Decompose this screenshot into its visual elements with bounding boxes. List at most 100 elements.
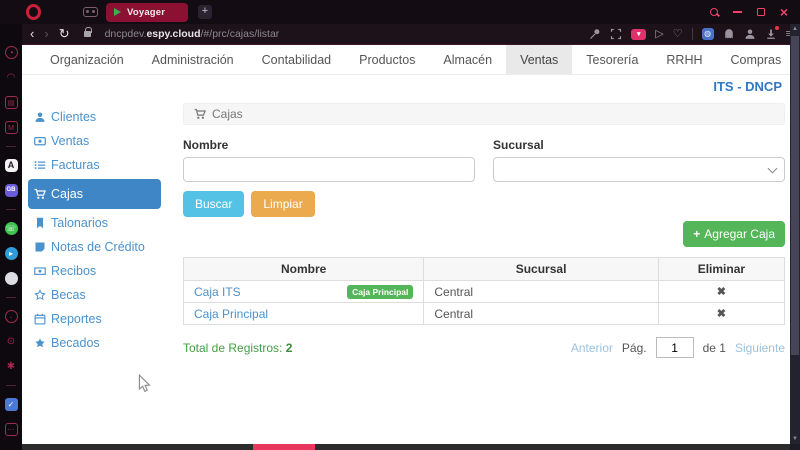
profile-icon[interactable] (744, 28, 756, 40)
minimize-button[interactable] (732, 11, 742, 13)
sidebar-item-label: Cajas (51, 187, 83, 201)
nav-item-productos[interactable]: Productos (359, 52, 416, 67)
aria-ai-icon[interactable]: A (4, 159, 18, 172)
forward-button[interactable]: › (44, 26, 49, 41)
lock-icon[interactable] (83, 27, 92, 37)
bottom-bar-left (0, 444, 22, 450)
discord-icon[interactable] (4, 272, 18, 285)
sidebar-item-cajas[interactable]: Cajas (28, 179, 161, 209)
divider (6, 146, 16, 147)
tab-title: Voyager (127, 6, 166, 18)
scroll-up-icon[interactable]: ▲ (792, 26, 798, 32)
scrollbar-thumb[interactable] (791, 36, 799, 356)
ghost-extension-icon[interactable] (723, 28, 735, 40)
anterior-link[interactable]: Anterior (570, 340, 613, 355)
scroll-down-icon[interactable]: ▼ (792, 436, 798, 442)
divider (6, 209, 16, 210)
nav-item-organizacion[interactable]: Organización (50, 52, 124, 67)
nav-item-administracion[interactable]: Administración (151, 52, 234, 67)
player-badge-icon[interactable]: ▾ (631, 28, 647, 40)
cart-icon (194, 108, 206, 120)
history-clock-icon[interactable]: · (4, 310, 18, 323)
wallet-icon[interactable]: ▤ (4, 96, 18, 109)
send-icon[interactable]: ▷ (655, 28, 664, 40)
card-icon (34, 135, 46, 147)
bell-icon[interactable]: ◠ (6, 72, 16, 83)
sidebar-item-label: Becados (51, 336, 100, 350)
url-subdomain: dncpdev. (104, 28, 147, 40)
divider (6, 385, 16, 386)
whatsapp-icon[interactable]: ☏ (4, 222, 18, 235)
sucursal-select[interactable] (493, 157, 785, 182)
caja-link[interactable]: Caja ITS (194, 284, 241, 299)
opera-logo-icon[interactable] (26, 4, 41, 20)
sidebar-item-becados[interactable]: Becados (28, 331, 161, 355)
extension-icon[interactable]: ◍ (701, 28, 714, 40)
pag-label: Pág. (621, 340, 647, 355)
snapshot-icon[interactable] (610, 28, 622, 40)
breadcrumb: Cajas (183, 103, 785, 125)
pin-icon[interactable] (589, 28, 601, 40)
nav-item-rrhh[interactable]: RRHH (666, 52, 703, 67)
sidebar-item-ventas[interactable]: Ventas (28, 129, 161, 153)
page-number-input[interactable] (655, 337, 694, 358)
agregar-caja-label: Agregar Caja (704, 227, 775, 241)
caja-link[interactable]: Caja Principal (194, 306, 269, 321)
nav-item-compras[interactable]: Compras (730, 52, 782, 67)
url-text[interactable]: dncpdev.espy.cloud/#/prc/cajas/listar (105, 28, 280, 40)
browser-tab[interactable]: Voyager (106, 2, 188, 22)
nav-item-contabilidad[interactable]: Contabilidad (261, 52, 332, 67)
table-row: Caja Principal Central ✖ (182, 302, 786, 325)
siguiente-link[interactable]: Siguiente (734, 340, 785, 355)
nombre-input[interactable] (183, 157, 475, 182)
reload-button[interactable]: ↻ (58, 26, 70, 41)
caja-principal-badge: Caja Principal (347, 284, 414, 299)
agregar-caja-button[interactable]: + Agregar Caja (683, 221, 785, 247)
gx-corner-icon[interactable] (83, 7, 98, 17)
nombre-label: Nombre (183, 138, 229, 152)
workspace-icon[interactable]: M (4, 121, 18, 134)
bookmark-heart-icon[interactable]: ♡ (672, 28, 683, 40)
sidebar-item-facturas[interactable]: Facturas (28, 153, 161, 177)
sucursal-cell: Central (423, 302, 659, 325)
sidebar-item-label: Facturas (51, 158, 100, 172)
address-bar-icons: ▾ ▷ ♡ ◍ ≡ (589, 26, 800, 40)
delete-icon[interactable]: ✖ (657, 280, 786, 303)
sidebar-item-clientes[interactable]: Clientes (28, 105, 161, 129)
restore-button[interactable] (756, 8, 765, 16)
sidebar-item-talonarios[interactable]: Talonarios (28, 211, 161, 235)
filter-actions: Buscar Limpiar (183, 191, 785, 217)
org-label: ITS - DNCP (713, 78, 782, 94)
list-icon (34, 159, 46, 171)
sidebar-item-reportes[interactable]: Reportes (28, 307, 161, 331)
gx-store-icon[interactable]: ⋯ (4, 423, 18, 436)
nav-item-tesoreria[interactable]: Tesorería (586, 52, 639, 67)
page-scrollbar[interactable]: ▲ ▼ (790, 24, 800, 444)
menu-icon[interactable]: ≡ (785, 28, 792, 40)
buscar-button[interactable]: Buscar (183, 191, 245, 217)
back-button[interactable]: ‹ (30, 26, 35, 41)
close-button[interactable]: × (779, 4, 788, 20)
limpiar-button[interactable]: Limpiar (251, 191, 315, 217)
gx-app-icon[interactable]: GB (4, 184, 18, 197)
sidebar-item-notas-de-credito[interactable]: Notas de Crédito (28, 235, 161, 259)
search-tabs-icon[interactable] (709, 8, 718, 16)
sidebar-item-label: Ventas (51, 134, 90, 148)
browser-tab-strip: Voyager + × (0, 0, 800, 24)
delete-icon[interactable]: ✖ (657, 302, 786, 325)
new-tab-button[interactable]: + (198, 5, 212, 19)
telegram-icon[interactable]: ▸ (4, 247, 18, 260)
sidebar-item-label: Becas (51, 288, 86, 302)
shield-extension-icon[interactable]: ✓ (4, 398, 18, 411)
address-bar: ‹ › ↻ dncpdev.espy.cloud/#/prc/cajas/lis… (0, 24, 800, 44)
nav-item-almacen[interactable]: Almacén (443, 52, 493, 67)
sidebar-item-becas[interactable]: Becas (28, 283, 161, 307)
settings-gear-icon[interactable]: ✱ (6, 361, 16, 372)
url-path: /#/prc/cajas/listar (200, 28, 280, 40)
bottom-progress-bar (0, 444, 800, 450)
player-icon[interactable]: ⊙ (6, 336, 16, 347)
sidebar-item-recibos[interactable]: Recibos (28, 259, 161, 283)
speed-dial-icon[interactable]: ◔ (4, 46, 18, 59)
nav-item-ventas[interactable]: Ventas (506, 45, 573, 74)
download-icon[interactable] (765, 26, 779, 40)
